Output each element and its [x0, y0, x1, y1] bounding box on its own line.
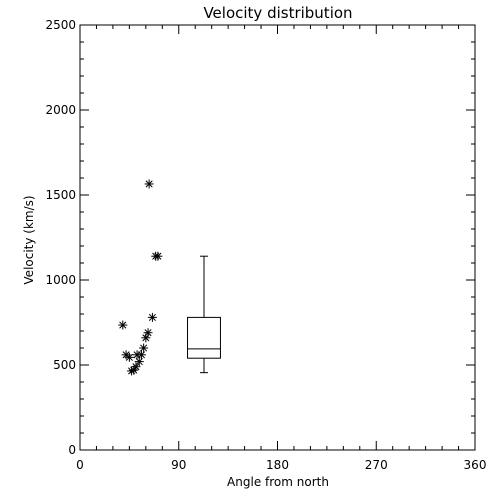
y-axis-label: Velocity (km/s): [22, 195, 36, 284]
data-point: [143, 328, 153, 338]
x-tick-label: 0: [76, 458, 84, 472]
plot-axes: [79, 24, 476, 451]
data-point: [153, 251, 163, 261]
x-tick-label: 270: [365, 458, 388, 472]
y-tick-label: 500: [53, 358, 76, 372]
data-point: [144, 179, 154, 189]
box-iqr: [187, 316, 221, 359]
y-tick-label: 1000: [45, 273, 76, 287]
x-tick-label: 360: [464, 458, 487, 472]
y-tick-label: 2000: [45, 103, 76, 117]
data-point: [134, 357, 144, 367]
x-tick-label: 180: [266, 458, 289, 472]
y-tick-label: 1500: [45, 188, 76, 202]
data-point: [131, 362, 141, 372]
x-tick-label: 90: [171, 458, 186, 472]
axis-ticks: 0 90 180 270 360 0 500 1000 1500 2000 2500: [45, 18, 486, 472]
data-point: [147, 312, 157, 322]
y-tick-label: 2500: [45, 18, 76, 32]
scatter-points: [118, 179, 163, 376]
plot-frame: [79, 24, 476, 451]
x-axis-label: Angle from north: [227, 475, 329, 489]
data-point: [124, 352, 134, 362]
chart-title: Velocity distribution: [203, 4, 352, 22]
data-point: [118, 320, 128, 330]
data-point: [139, 343, 149, 353]
velocity-boxplot: [187, 255, 221, 374]
data-point: [136, 350, 146, 360]
y-tick-label: 0: [68, 443, 76, 457]
